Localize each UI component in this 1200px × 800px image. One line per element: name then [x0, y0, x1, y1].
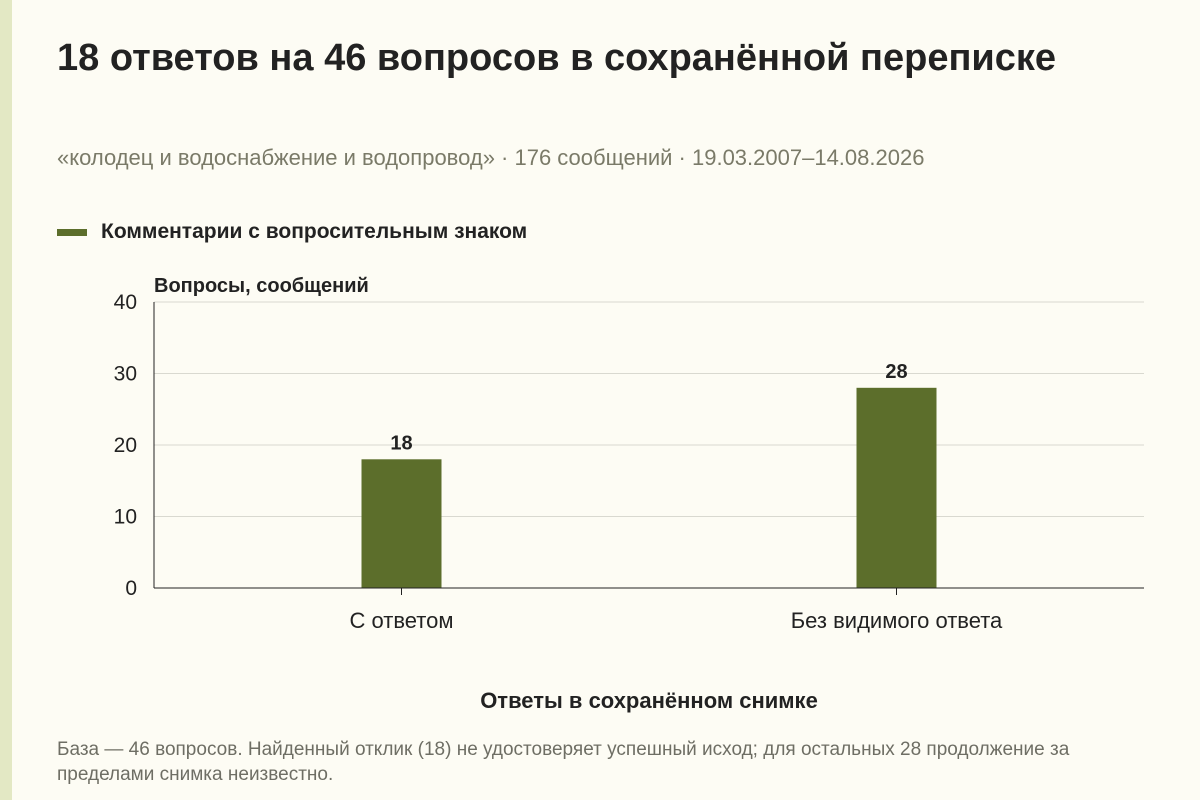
- bar-chart: 0 10 20 30 40 С ответом 18 Без видимого ответа 2…: [114, 275, 1144, 713]
- grid-layer: [154, 301, 1144, 517]
- x-tick-label: Без видимого ответа: [791, 608, 1003, 633]
- labels-layer: 0 10 20 30 40 С ответом 18 Без видимого ответа 2…: [114, 291, 1003, 633]
- bar-1: [856, 387, 937, 588]
- x-tick-label: С ответом: [350, 608, 454, 633]
- left-accent-stripe: [0, 0, 12, 800]
- y-axis-label: Вопросы, сообщений: [154, 275, 369, 297]
- chart-legend: Комментарии с вопросительным знаком: [57, 218, 527, 246]
- x-axis-label: Ответы в сохранённом снимке: [480, 688, 818, 713]
- y-tick-label: 10: [114, 506, 137, 529]
- bars-layer: [361, 387, 937, 588]
- page-title: 18 ответов на 46 вопросов в сохранённой …: [57, 37, 1057, 79]
- data-label: 28: [885, 361, 907, 383]
- y-tick-label: 30: [114, 363, 137, 386]
- data-label: 18: [390, 432, 412, 454]
- y-tick-label: 40: [114, 291, 137, 314]
- page-subtitle: «колодец и водоснабжение и водопровод» ·…: [57, 145, 925, 170]
- y-tick-label: 0: [125, 577, 137, 600]
- legend-swatch: [57, 228, 87, 236]
- legend-label: Комментарии с вопросительным знаком: [101, 220, 528, 243]
- bar-0: [361, 459, 442, 588]
- axis-layer: [153, 302, 1144, 595]
- y-tick-label: 20: [114, 434, 137, 457]
- footnote: База — 46 вопросов. Найденный отклик (18…: [57, 739, 1070, 785]
